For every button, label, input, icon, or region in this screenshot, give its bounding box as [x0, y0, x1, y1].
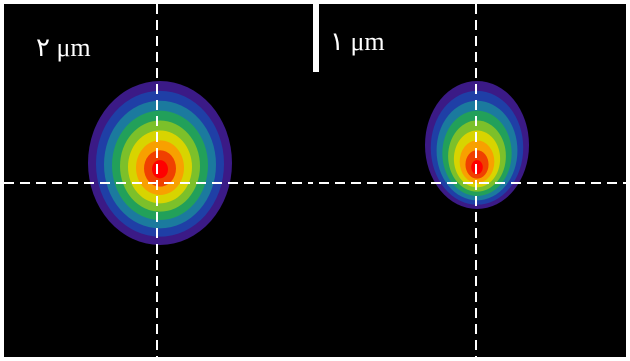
panel-label: ۲ μm	[36, 33, 91, 62]
panel-label: ۱ μm	[330, 27, 385, 56]
beam-contour	[152, 160, 168, 178]
figure: ۲ μm ۱ μm	[0, 0, 630, 361]
panel-join	[313, 72, 319, 357]
page: ۲ μm ۱ μm (() => { const data = JSON.par…	[0, 0, 630, 361]
